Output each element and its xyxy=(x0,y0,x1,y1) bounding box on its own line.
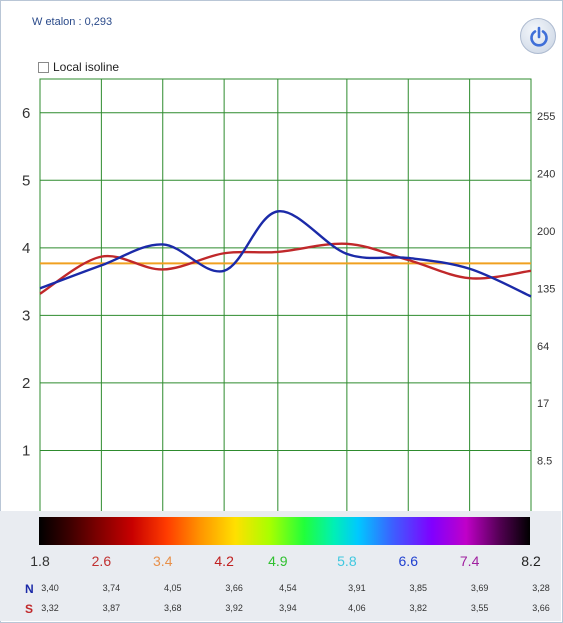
x-tick-label: 5.8 xyxy=(337,553,357,569)
series-line-s xyxy=(39,242,532,295)
table-cell: 3,69 xyxy=(470,583,489,593)
y-tick-label: 1 xyxy=(22,442,30,459)
x-tick-label: 6.6 xyxy=(398,553,418,569)
x-tick-label: 1.8 xyxy=(30,553,50,569)
local-isoline-label: Local isoline xyxy=(53,60,120,74)
table-cell: 3,32 xyxy=(41,603,59,613)
table-cell: 4,54 xyxy=(279,583,297,593)
x-tick-label: 4.9 xyxy=(268,553,288,569)
x-tick-label: 8.2 xyxy=(521,553,541,569)
table-cell: 4,05 xyxy=(163,583,182,593)
y-tick-label: 6 xyxy=(22,105,30,122)
local-isoline-checkbox[interactable] xyxy=(38,61,49,73)
power-button[interactable] xyxy=(520,18,556,54)
table-cell: 3,85 xyxy=(409,583,428,593)
local-isoline-option[interactable]: Local isoline xyxy=(38,59,119,75)
w-etalon-label: W etalon : 0,293 xyxy=(32,16,113,28)
table-cell: 4,06 xyxy=(348,603,366,613)
y-tick-label: 2 xyxy=(22,375,30,392)
power-icon xyxy=(530,26,548,47)
x-tick-label: 3.4 xyxy=(153,553,173,569)
y-tick-label: 3 xyxy=(22,307,30,324)
x-tick-label: 4.2 xyxy=(214,553,234,569)
row-label-n: N xyxy=(25,582,34,596)
table-cell: 3,92 xyxy=(225,603,243,613)
table-cell: 3,74 xyxy=(102,583,121,593)
table-cell: 3,82 xyxy=(409,603,428,613)
chart-plot: 012345608.51764135200240255dB xyxy=(22,78,555,512)
table-cell: 3,55 xyxy=(470,603,489,613)
table-cell: 3,40 xyxy=(41,583,59,593)
row-label-s: S xyxy=(25,602,34,616)
table-cell: 3,87 xyxy=(102,603,121,613)
y-tick-label: 4 xyxy=(22,240,30,257)
table-cell: 3,66 xyxy=(225,583,243,593)
x-tick-label: 7.4 xyxy=(459,553,480,569)
right-tick-label: 240 xyxy=(537,169,555,181)
table-cell: 3,94 xyxy=(279,603,297,613)
y-tick-label: 5 xyxy=(22,172,30,189)
table-cell: 3,66 xyxy=(532,603,550,613)
table-cell: 3,68 xyxy=(163,603,182,613)
color-scale-bar xyxy=(39,517,530,545)
series-line-n xyxy=(39,210,532,298)
x-tick-label: 2.6 xyxy=(91,553,112,569)
plot-border xyxy=(39,78,532,512)
right-tick-label: 8.5 xyxy=(537,456,552,468)
right-tick-label: 64 xyxy=(537,341,549,353)
table-cell: 3,91 xyxy=(348,583,366,593)
right-tick-label: 17 xyxy=(537,398,549,410)
table-cell: 3,28 xyxy=(532,583,550,593)
right-tick-label: 255 xyxy=(537,111,555,123)
right-tick-label: 200 xyxy=(537,226,555,238)
right-tick-label: 135 xyxy=(537,283,555,295)
